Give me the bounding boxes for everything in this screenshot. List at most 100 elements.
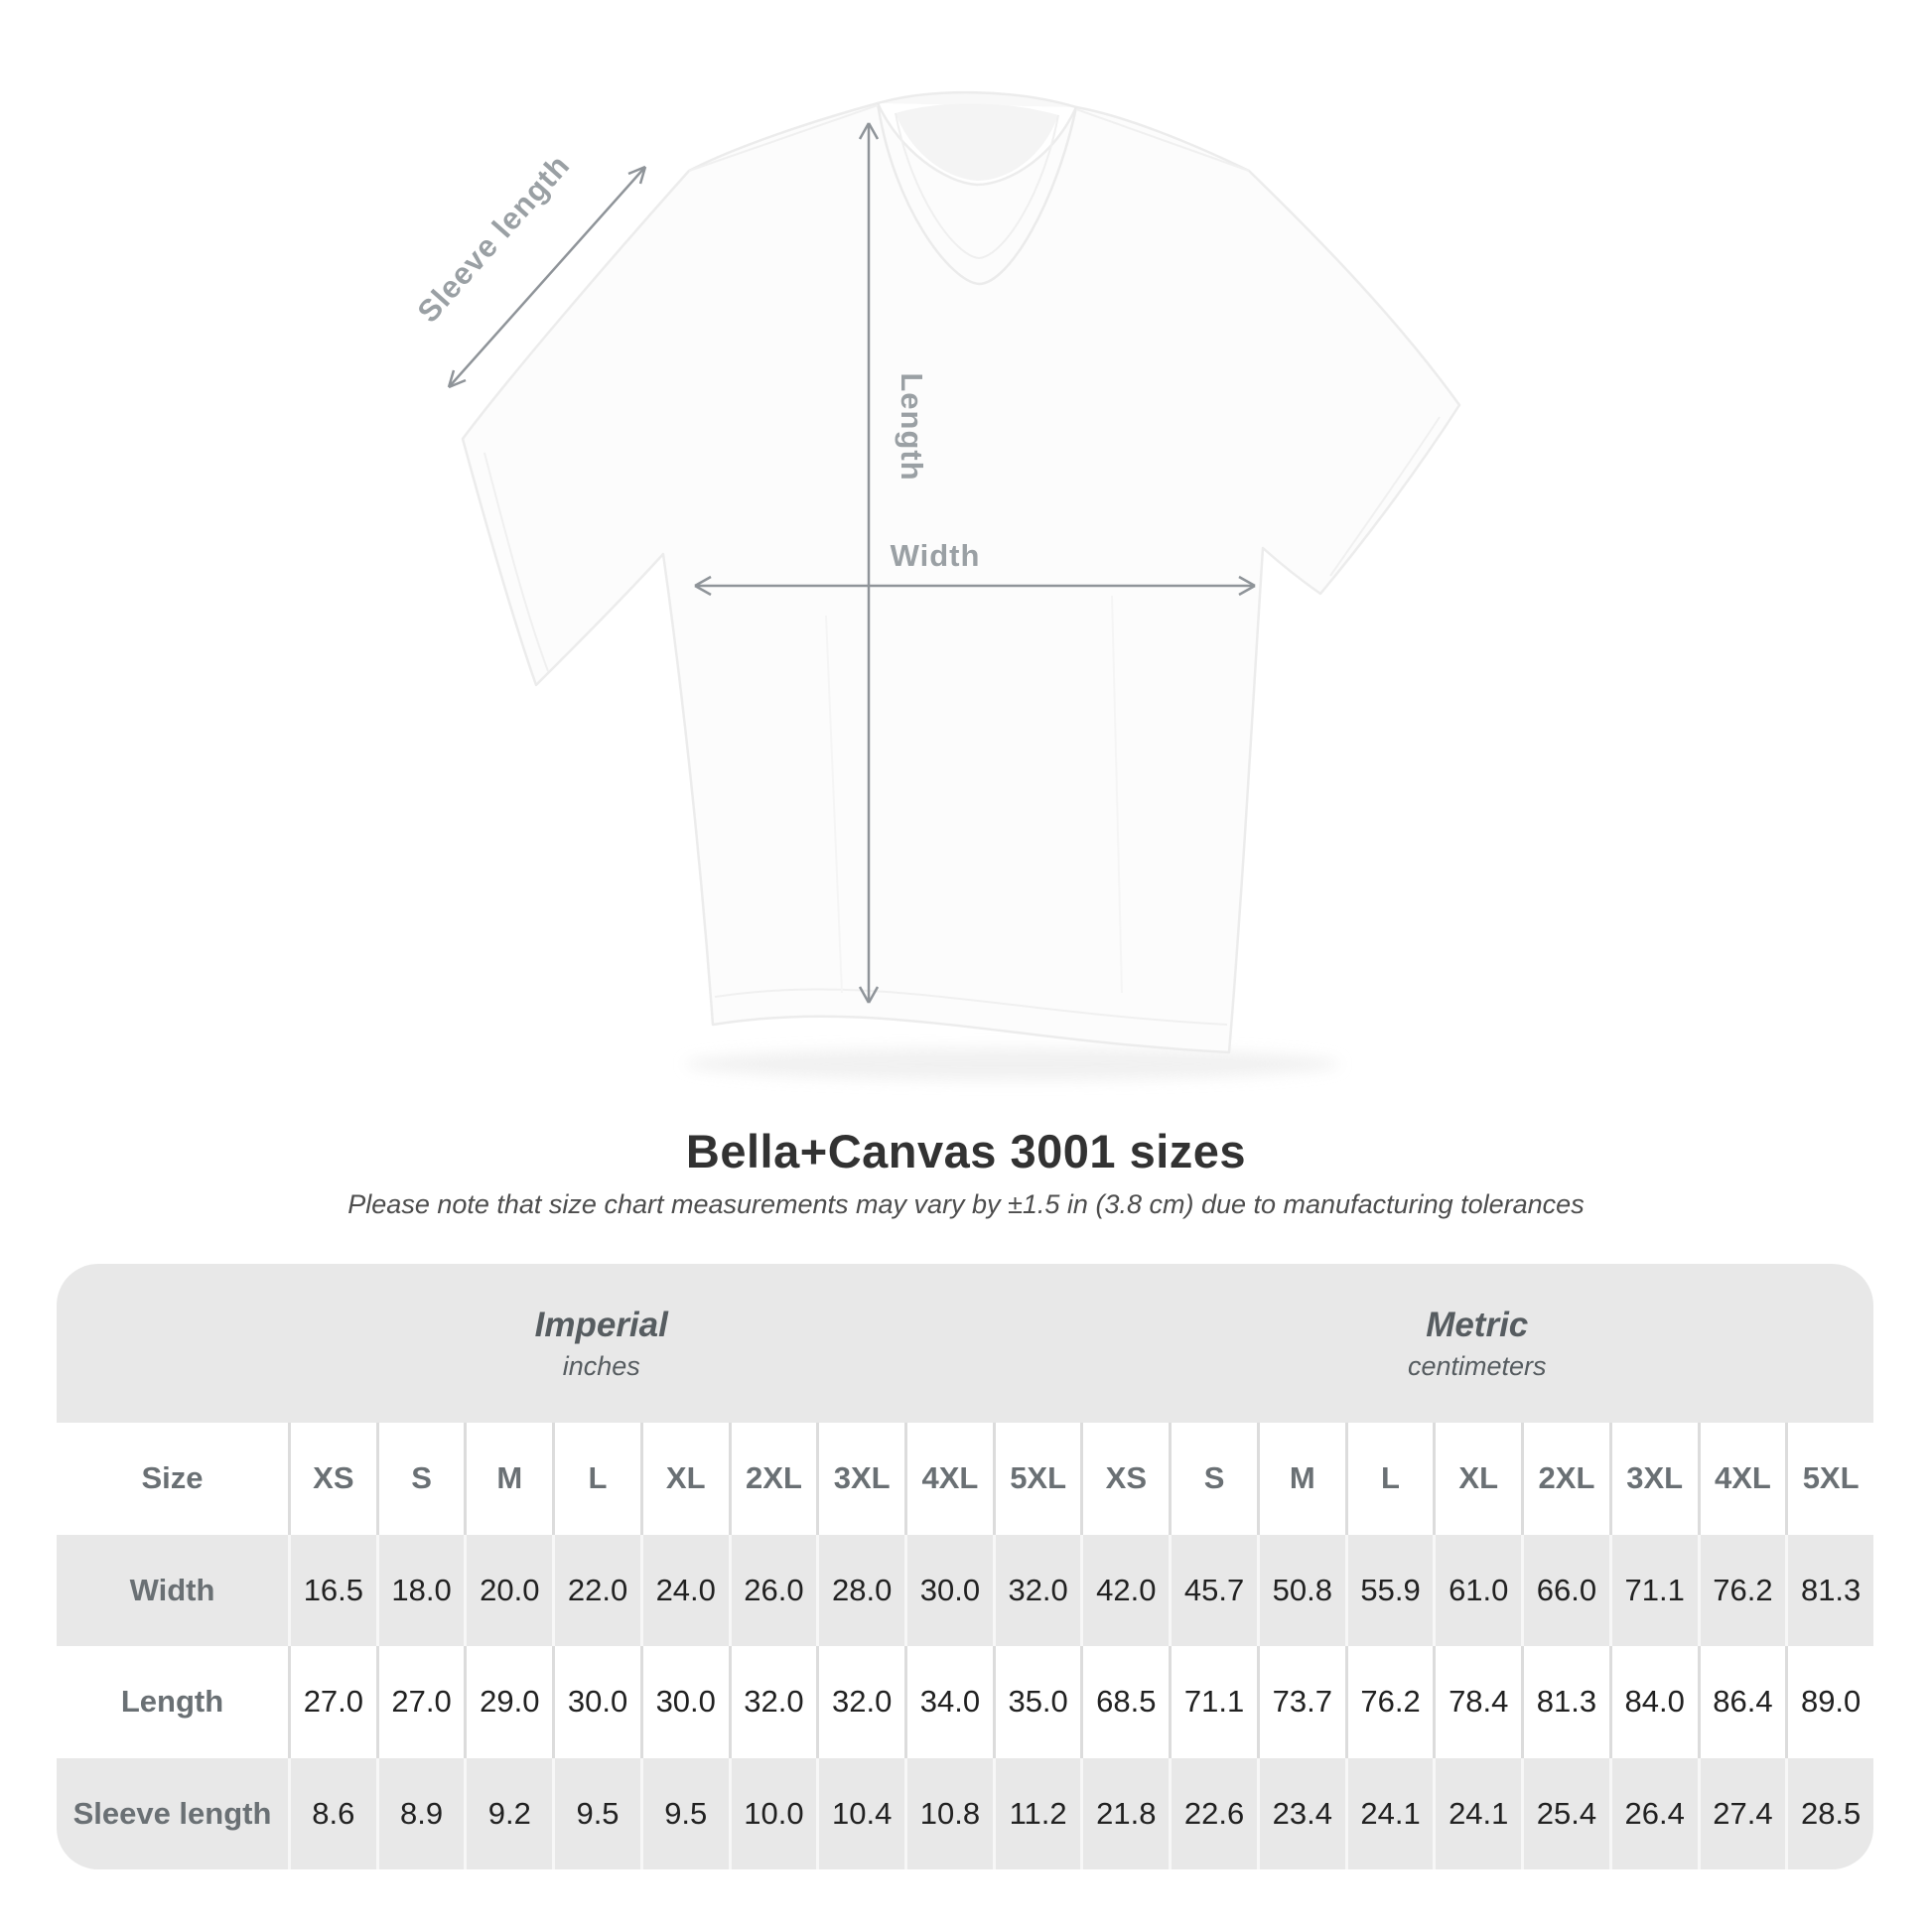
size-col-header: 3XL — [816, 1423, 905, 1535]
table-cell: 27.4 — [1697, 1757, 1786, 1869]
table-cell: 25.4 — [1521, 1757, 1609, 1869]
tshirt-diagram: Sleeve length Length Width — [411, 90, 1461, 1080]
length-arrow — [858, 122, 880, 1004]
size-col-header: S — [375, 1423, 465, 1535]
table-cell: 16.5 — [288, 1534, 376, 1646]
table-cell: 10.4 — [816, 1757, 905, 1869]
table-cell: 26.0 — [728, 1534, 817, 1646]
table-cell: 30.0 — [904, 1534, 993, 1646]
table-cell: 66.0 — [1521, 1534, 1609, 1646]
tshirt-shoulder-seam-right — [1075, 108, 1250, 172]
table-cell: 81.3 — [1785, 1534, 1873, 1646]
size-col-header: S — [1169, 1423, 1257, 1535]
table-cell: 22.6 — [1169, 1757, 1257, 1869]
table-cell: 35.0 — [992, 1646, 1081, 1758]
table-cell: 28.5 — [1785, 1757, 1873, 1869]
table-cell: 61.0 — [1433, 1534, 1522, 1646]
table-cell: 32.0 — [992, 1534, 1081, 1646]
tshirt-shadow — [685, 1048, 1340, 1080]
table-cell: 9.5 — [552, 1757, 640, 1869]
row-label: Length — [57, 1646, 288, 1758]
table-cell: 32.0 — [728, 1646, 817, 1758]
page-title: Bella+Canvas 3001 sizes — [685, 1125, 1247, 1177]
tshirt-hem-line — [714, 988, 1228, 1026]
table-cell: 10.8 — [904, 1757, 993, 1869]
length-label: Length — [895, 372, 929, 481]
table-cell: 9.5 — [639, 1757, 729, 1869]
table-cell: 20.0 — [464, 1534, 553, 1646]
tshirt-back-collar — [877, 90, 1077, 109]
table-cell: 28.0 — [816, 1534, 905, 1646]
table-cell: 76.2 — [1697, 1534, 1786, 1646]
width-arrow — [694, 575, 1256, 597]
size-col-header: M — [464, 1423, 553, 1535]
tshirt-wrinkle-left — [825, 615, 843, 994]
table-cell: 24.1 — [1433, 1757, 1522, 1869]
size-col-header: 4XL — [1697, 1423, 1786, 1535]
page-subtitle: Please note that size chart measurements… — [347, 1189, 1585, 1219]
table-cell: 71.1 — [1608, 1534, 1698, 1646]
size-col-header: 2XL — [1521, 1423, 1609, 1535]
sleeve-length-label: Sleeve length — [411, 148, 577, 330]
table-cell: 86.4 — [1697, 1646, 1786, 1758]
table-cell: 78.4 — [1433, 1646, 1522, 1758]
table-cell: 24.1 — [1344, 1757, 1434, 1869]
size-col-header: XL — [1433, 1423, 1522, 1535]
table-cell: 21.8 — [1080, 1757, 1170, 1869]
table-cell: 22.0 — [552, 1534, 640, 1646]
size-col-header: 2XL — [728, 1423, 817, 1535]
table-cell: 27.0 — [375, 1646, 465, 1758]
size-col-header: M — [1256, 1423, 1345, 1535]
sleeve-length-arrow — [447, 165, 647, 389]
metric-sublabel: centimeters — [1407, 1350, 1547, 1381]
table-cell: 50.8 — [1256, 1534, 1345, 1646]
table-cell: 18.0 — [375, 1534, 465, 1646]
tshirt-collar-outer — [876, 102, 1078, 286]
table-cell: 45.7 — [1169, 1534, 1257, 1646]
table-cell: 73.7 — [1256, 1646, 1345, 1758]
size-col-header: 4XL — [904, 1423, 993, 1535]
table-cell: 26.4 — [1608, 1757, 1698, 1869]
tshirt-shoulder-seam-left — [688, 104, 879, 172]
tshirt-body — [461, 101, 1461, 1054]
size-table: Imperial inches Metric centimeters Size X… — [57, 1264, 1873, 1869]
table-cell: 11.2 — [992, 1757, 1081, 1869]
size-col-header: 3XL — [1608, 1423, 1698, 1535]
table-cell: 9.2 — [464, 1757, 553, 1869]
table-cell: 89.0 — [1785, 1646, 1873, 1758]
metric-group-header: Metric centimeters — [1080, 1264, 1873, 1423]
table-cell: 55.9 — [1344, 1534, 1434, 1646]
table-cell: 42.0 — [1080, 1534, 1170, 1646]
table-cell: 23.4 — [1256, 1757, 1345, 1869]
table-cell: 24.0 — [639, 1534, 729, 1646]
metric-label: Metric — [1426, 1305, 1529, 1344]
tshirt-cuff-line-left — [483, 452, 549, 672]
table-cell: 32.0 — [816, 1646, 905, 1758]
table-cell: 81.3 — [1521, 1646, 1609, 1758]
size-column-label: Size — [57, 1423, 288, 1535]
table-cell: 34.0 — [904, 1646, 993, 1758]
imperial-sublabel: inches — [562, 1350, 640, 1381]
size-col-header: XS — [288, 1423, 376, 1535]
size-col-header: L — [552, 1423, 640, 1535]
row-label: Sleeve length — [57, 1757, 288, 1869]
table-cell: 29.0 — [464, 1646, 553, 1758]
width-label: Width — [891, 538, 981, 573]
table-cell: 84.0 — [1608, 1646, 1698, 1758]
imperial-group-header: Imperial inches — [57, 1264, 1081, 1423]
table-cell: 27.0 — [288, 1646, 376, 1758]
size-col-header: XL — [639, 1423, 729, 1535]
tshirt-cuff-line-right — [1329, 416, 1441, 577]
row-label: Width — [57, 1534, 288, 1646]
size-col-header: 5XL — [1785, 1423, 1873, 1535]
table-cell: 68.5 — [1080, 1646, 1170, 1758]
table-cell: 8.6 — [288, 1757, 376, 1869]
imperial-label: Imperial — [534, 1305, 668, 1344]
table-cell: 30.0 — [552, 1646, 640, 1758]
table-cell: 10.0 — [728, 1757, 817, 1869]
table-cell: 8.9 — [375, 1757, 465, 1869]
table-cell: 76.2 — [1344, 1646, 1434, 1758]
tshirt-neck-opening — [896, 103, 1058, 181]
tshirt-collar-inner — [895, 112, 1059, 260]
